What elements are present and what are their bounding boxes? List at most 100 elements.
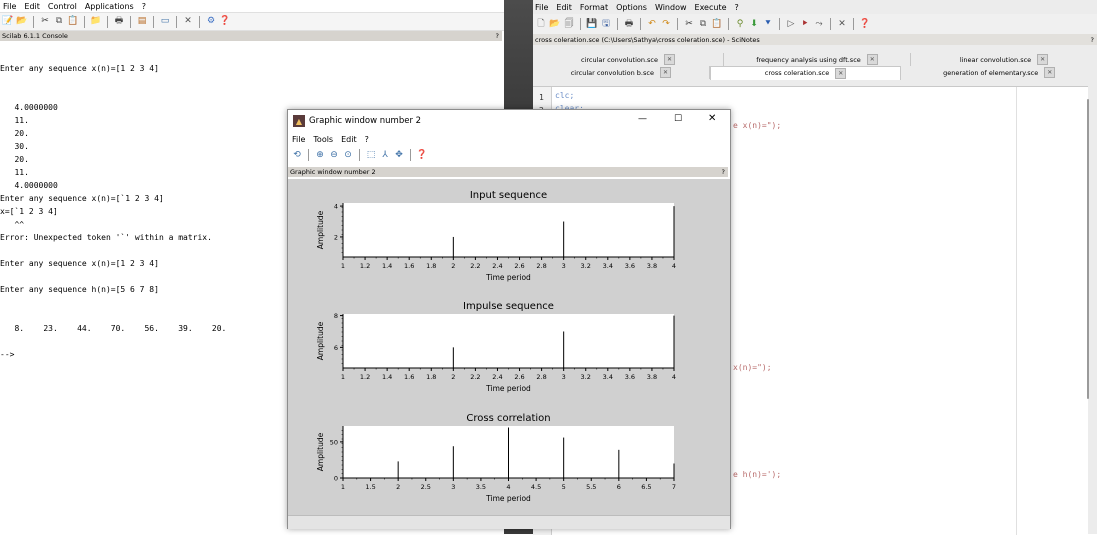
paste-icon[interactable]: 📋 [67,16,79,26]
open-recent-icon[interactable]: 🗐 [564,18,574,29]
run-with-echo-icon[interactable]: ⯈ [801,18,809,29]
pan-icon[interactable]: ✥ [395,149,403,160]
x-tick-label: 1.4 [382,262,392,270]
menu-control[interactable]: Control [47,1,77,11]
console-line: 30. [0,142,29,151]
close-button[interactable]: ✕ [708,113,717,124]
copy-icon[interactable]: ⧉ [55,16,63,26]
menu-edit[interactable]: Edit [24,1,40,11]
rotate-icon[interactable]: ⟲ [293,149,301,160]
vertical-scrollbar[interactable] [1087,99,1089,399]
search-replace-icon[interactable]: ⚲ [736,18,744,29]
new-file-icon[interactable]: 🗋 [537,18,545,29]
x-axis-label: Time period [485,494,531,503]
tab-generation-of-elementary[interactable]: generation of elementary.sce ✕ [901,66,1097,79]
code-fragment: e h(n)='); [733,470,782,479]
tab-cross-coleration-active[interactable]: cross coleration.sce ✕ [709,65,902,80]
open-file-icon[interactable]: 📂 [549,18,561,29]
menu-tools[interactable]: Tools [313,134,334,144]
y-axis-label: Amplitude [316,321,325,360]
menu-file[interactable]: File [535,2,549,12]
change-directory-icon[interactable]: 📁 [90,16,102,26]
cut-icon[interactable]: ✂ [41,16,49,26]
menu-window[interactable]: Window [654,2,687,12]
close-tab-icon[interactable]: ✕ [1037,54,1049,65]
preferences-icon[interactable]: ✕ [184,16,192,26]
console-line [0,88,226,101]
tab-circular-convolution-b[interactable]: circular convolution b.sce ✕ [533,66,710,79]
y-tick-label: 50 [330,438,338,446]
execute-file-icon[interactable]: ⯆ [764,18,772,29]
maximize-button[interactable]: ☐ [674,114,683,124]
graphic-window-title: Graphic window number 2 [309,116,422,126]
run-icon[interactable]: ▷ [787,18,795,29]
console-line: --> [0,350,15,359]
graphic-header-help[interactable]: ? [721,168,725,176]
open-file-icon[interactable]: 📂 [16,16,28,26]
menu-edit[interactable]: Edit [556,2,572,12]
menu-file[interactable]: File [3,1,17,11]
datatip-icon[interactable]: ⬚ [366,149,376,160]
y-axis-label: Amplitude [316,210,325,249]
help-icon[interactable]: ❓ [416,149,428,160]
copy-icon[interactable]: ⧉ [699,18,707,29]
console-line: Enter any sequence h(n)=[5 6 7 8] [0,285,159,294]
help-icon[interactable]: ❓ [859,18,871,29]
console-output[interactable]: Enter any sequence x(n)=[1 2 3 4] 4.0000… [0,62,226,361]
zoom-reset-icon[interactable]: ⊙ [344,149,352,160]
toolbar-separator [410,149,411,161]
plot-area[interactable]: Input sequence 1 1.2 1.4 1.6 1.8 2 2.2 2.4 2.6 2.8… [288,179,730,515]
tab-linear-convolution[interactable]: linear convolution.sce ✕ [911,53,1097,66]
x-tick-label: 3.6 [625,373,635,381]
module-manager-icon[interactable]: ⚙ [206,16,216,26]
download-icon[interactable]: ⬇ [750,18,758,29]
zoom-in-icon[interactable]: ⊕ [316,149,324,160]
close-tab-icon[interactable]: ✕ [835,67,847,79]
menu-edit[interactable]: Edit [341,134,357,144]
help-icon[interactable]: ❓ [219,16,231,26]
minimize-button[interactable]: — [638,114,647,124]
run-selection-icon[interactable]: ⤳ [815,18,823,29]
print-icon[interactable]: 🖶 [624,18,634,29]
menu-file[interactable]: File [292,134,306,144]
x-tick-label: 7 [672,483,676,491]
menu-execute[interactable]: Execute [694,2,727,12]
menu-help[interactable]: ? [364,134,369,144]
tab-frequency-analysis[interactable]: frequency analysis using dft.sce ✕ [724,53,911,66]
x-tick-label: 3.2 [581,262,591,270]
console-line: Enter any sequence x(n)=[`1 2 3 4] [0,194,164,203]
menu-help[interactable]: ? [734,2,739,12]
close-tab-icon[interactable]: ✕ [659,67,671,78]
save-icon[interactable]: 💾 [586,18,598,29]
tab-label: generation of elementary.sce [943,68,1039,77]
console-header-title: Scilab 6.1.1 Console [2,32,68,40]
tab-circular-convolution[interactable]: circular convolution.sce ✕ [533,53,724,66]
menu-applications[interactable]: Applications [84,1,134,11]
x-tick-label: 5.5 [586,483,596,491]
close-tab-icon[interactable]: ✕ [1044,67,1056,78]
redo-icon[interactable]: ↷ [662,18,670,29]
zoom-out-icon[interactable]: ⊖ [330,149,338,160]
datatip-manager-icon[interactable]: ⅄ [382,149,388,160]
undo-icon[interactable]: ↶ [648,18,656,29]
console-header-help[interactable]: ? [495,32,499,40]
preferences-icon[interactable]: ✕ [838,18,846,29]
print-icon[interactable]: 🖶 [114,16,124,26]
menu-help[interactable]: ? [141,1,146,11]
cut-icon[interactable]: ✂ [685,18,693,29]
scinotes-menubar: File Edit Format Options Window Execute … [533,0,1097,14]
close-tab-icon[interactable]: ✕ [664,54,676,65]
new-script-icon[interactable]: 📝 [2,16,14,26]
x-tick-label: 2 [396,483,400,491]
x-tick-label: 1 [341,373,345,381]
scinotes-header-help[interactable]: ? [1090,35,1094,44]
variable-browser-icon[interactable]: ▤ [137,16,147,26]
paste-icon[interactable]: 📋 [711,18,723,29]
graphic-window-titlebar[interactable]: ▲ Graphic window number 2 — ☐ ✕ [288,110,730,132]
x-tick-label: 2.8 [536,373,546,381]
menu-options[interactable]: Options [616,2,647,12]
close-tab-icon[interactable]: ✕ [866,54,878,65]
scinotes-icon[interactable]: ▭ [160,16,170,26]
save-as-icon[interactable]: 🖫 [602,18,610,29]
menu-format[interactable]: Format [579,2,609,12]
